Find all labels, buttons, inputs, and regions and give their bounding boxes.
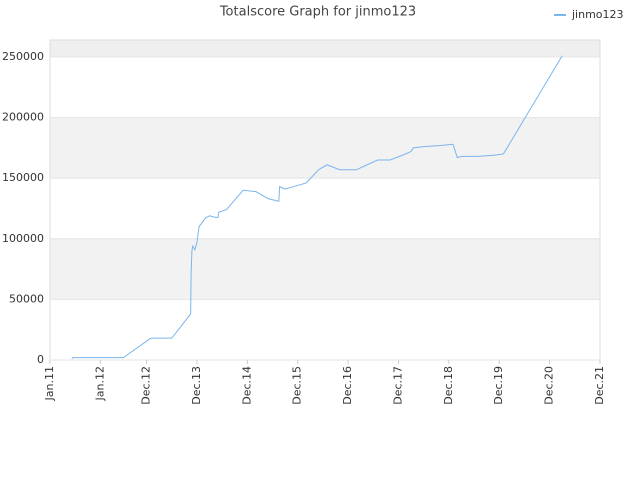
line	[71, 55, 563, 360]
y-tick-label: 250000	[2, 50, 44, 63]
x-tick-label: Jan.12	[93, 366, 106, 401]
grid-band	[50, 117, 600, 179]
y-tick-label: 150000	[2, 171, 44, 184]
chart-title: Totalscore Graph for jinmo123	[219, 5, 416, 20]
x-tick-label: Dec.15	[291, 366, 304, 405]
x-tick-label: Dec.19	[492, 366, 505, 405]
x-tick-label: Dec.16	[341, 366, 354, 405]
grid-band	[50, 40, 600, 57]
y-tick-label: 100000	[2, 232, 44, 245]
y-tick-label: 200000	[2, 111, 44, 124]
x-tick-label: Dec.17	[391, 366, 404, 405]
x-tick-label: Dec.20	[543, 366, 556, 405]
x-tick-label: Dec.13	[190, 366, 203, 405]
x-tick-label: Dec.21	[593, 366, 606, 405]
x-tick-label: Dec.18	[442, 366, 455, 405]
x-tick-label: Dec.14	[240, 366, 253, 405]
grid-band	[50, 238, 600, 300]
legend-label: jinmo123	[571, 8, 624, 21]
y-tick-label: 0	[37, 353, 44, 366]
plot-border	[49, 39, 601, 361]
x-tick-label: Dec.12	[140, 366, 153, 405]
y-tick-label: 50000	[9, 292, 44, 305]
x-tick-label: Jan.11	[43, 366, 56, 401]
